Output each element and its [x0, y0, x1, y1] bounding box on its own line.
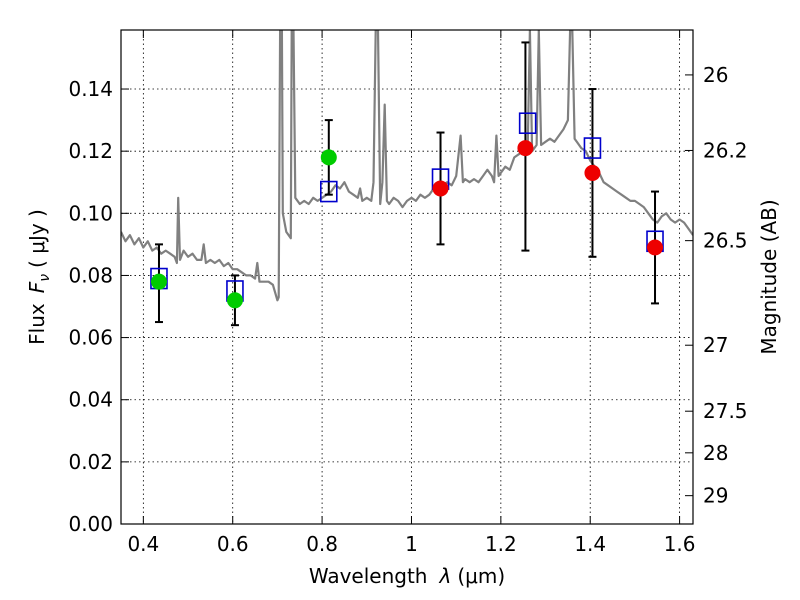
observed-flux-point: [517, 140, 534, 157]
observed-flux-point: [150, 273, 167, 290]
right-tick-label: 29: [703, 484, 728, 508]
observed-flux-point: [432, 180, 449, 197]
y-tick-label: 0.04: [68, 388, 113, 412]
y-tick-label: 0.08: [68, 263, 113, 287]
observed-flux-point: [226, 292, 243, 309]
x-axis-label: Wavelength λ (μm): [309, 564, 505, 588]
observed-flux-point: [647, 239, 664, 256]
x-tick-label: 1.6: [664, 532, 696, 556]
y-tick-label: 0.14: [68, 77, 113, 101]
y-tick-label: 0.10: [68, 201, 113, 225]
right-tick-label: 26.5: [703, 229, 748, 253]
model-photometry-square: [319, 180, 338, 203]
y-axis: 0.00 0.02 0.04 0.06 0.08 0.10 0.12 0.14: [68, 77, 129, 536]
model-photometry-square: [583, 137, 602, 159]
x-tick-label: 1.4: [574, 532, 606, 556]
right-magnitude-axis: 26 26.2 26.5 27 27.5 28 29: [685, 63, 748, 508]
model-spectrum-line: [121, 30, 693, 302]
observed-flux-point: [320, 149, 337, 166]
right-tick-label: 26.2: [703, 138, 748, 162]
plot-area: [121, 30, 693, 327]
y-tick-label: 0.02: [68, 450, 113, 474]
markers: [150, 112, 664, 309]
x-tick-label: 0.6: [217, 532, 249, 556]
x-tick-label: 1.2: [485, 532, 517, 556]
x-tick-label: 0.4: [127, 532, 159, 556]
right-axis-label: Magnitude (AB): [757, 199, 781, 354]
model-photometry-square: [518, 112, 537, 135]
observed-flux-point: [584, 164, 601, 181]
right-tick-label: 26: [703, 63, 728, 87]
right-tick-label: 28: [703, 441, 728, 465]
model-spectrum: [121, 30, 693, 302]
plot-frame: [120, 29, 694, 525]
right-tick-label: 27: [703, 333, 728, 357]
y-tick-label: 0.12: [68, 139, 113, 163]
x-axis: 0.4 0.6 0.8 1 1.2 1.4 1.6: [127, 30, 696, 556]
x-tick-label: 0.8: [306, 532, 338, 556]
y-tick-label: 0.06: [68, 326, 113, 350]
right-tick-label: 27.5: [703, 399, 748, 423]
y-tick-label: 0.00: [68, 512, 113, 536]
y-axis-label: FluxFν( μJy ): [25, 209, 53, 345]
x-tick-label: 1: [405, 532, 418, 556]
